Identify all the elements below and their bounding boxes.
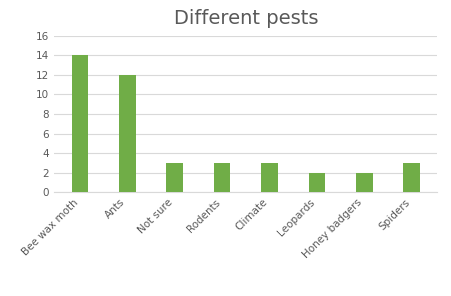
Title: Different pests: Different pests: [174, 9, 318, 28]
Bar: [119, 75, 136, 192]
Bar: [166, 163, 183, 192]
Bar: [308, 173, 325, 192]
Bar: [356, 173, 373, 192]
Bar: [261, 163, 278, 192]
Bar: [214, 163, 230, 192]
Bar: [72, 55, 88, 192]
Bar: [404, 163, 420, 192]
